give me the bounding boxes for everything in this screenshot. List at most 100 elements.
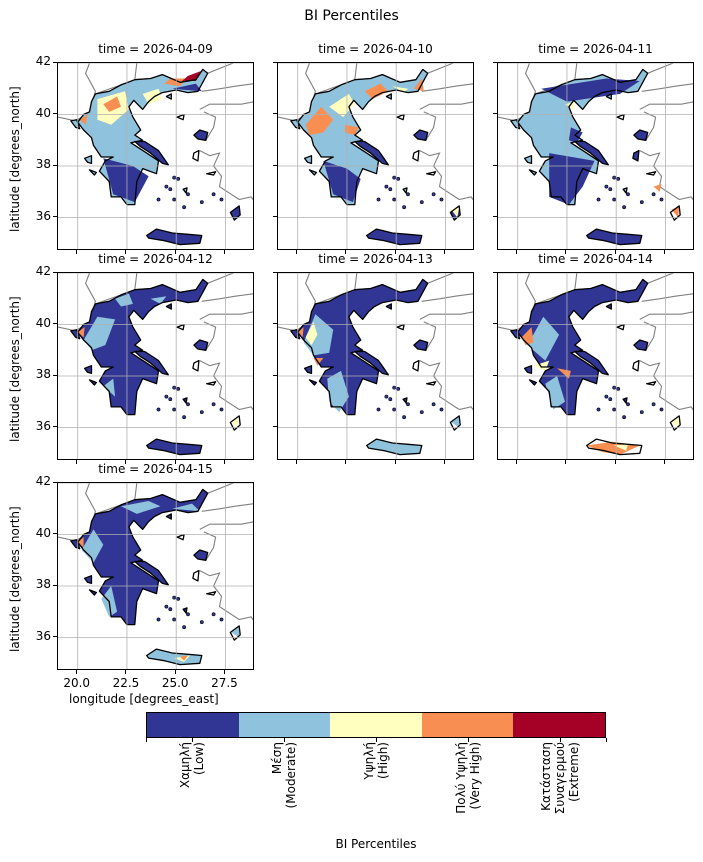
region-moderate <box>103 378 116 397</box>
region-high <box>231 417 240 428</box>
region-high <box>142 88 163 105</box>
region-very_high <box>164 78 187 87</box>
y-tick-label: 38 <box>35 577 51 591</box>
region-moderate <box>297 69 428 205</box>
y-axis-label: latitude [degrees_north] <box>8 296 22 442</box>
map-panel <box>57 482 254 670</box>
region-moderate <box>150 296 167 304</box>
gridlines <box>58 63 253 249</box>
map-canvas <box>58 483 253 669</box>
region-low <box>323 160 361 203</box>
map-panel <box>57 62 254 250</box>
coastline <box>70 488 241 666</box>
region-low <box>172 83 202 92</box>
y-tick-label: 42 <box>35 474 51 488</box>
y-tick-label: 38 <box>35 157 51 171</box>
y-tick-label: 40 <box>35 315 51 330</box>
region-very_high <box>103 96 121 112</box>
region-low <box>586 229 642 245</box>
y-tick-label: 36 <box>35 418 51 433</box>
y-tick-label: 42 <box>35 54 51 68</box>
map-panel <box>57 272 254 460</box>
region-very_high <box>364 83 389 100</box>
region-high <box>305 321 318 346</box>
map-canvas <box>58 63 253 249</box>
region-very_high <box>77 327 85 338</box>
region-high <box>533 360 550 371</box>
region-moderate <box>146 649 202 665</box>
region-low <box>541 78 640 102</box>
region-very_high <box>77 537 84 548</box>
map-canvas <box>278 63 473 249</box>
region-low <box>146 229 202 245</box>
region-high <box>329 93 355 118</box>
panel-title: time = 2026-04-14 <box>538 252 653 266</box>
region-very_high <box>79 114 88 125</box>
x-tick-label: 20.0 <box>63 676 91 690</box>
panel-title: time = 2026-04-10 <box>318 42 433 56</box>
gridlines <box>278 63 473 249</box>
region-low <box>77 279 208 415</box>
map-canvas <box>58 273 253 459</box>
percentile-fill <box>290 69 461 245</box>
colorbar-class-label: Υψηλή (High) <box>362 742 390 780</box>
y-tick-label: 36 <box>35 208 51 223</box>
colorbar-class-label: Χαμηλή (Low) <box>178 742 206 789</box>
region-moderate <box>172 503 200 512</box>
map-panel <box>277 272 474 460</box>
map-panel <box>497 62 694 250</box>
y-tick-label: 40 <box>35 525 51 540</box>
gridlines <box>278 273 473 459</box>
gridlines <box>498 273 693 459</box>
x-axis-label: longitude [degrees_east] <box>69 692 219 706</box>
y-tick-label: 40 <box>35 105 51 120</box>
region-moderate <box>545 376 565 410</box>
gridlines <box>498 63 693 249</box>
colorbar-class-label: Κατάσταση Συναγερμού (Extreme) <box>539 742 581 815</box>
region-low <box>146 439 202 455</box>
panel-title: time = 2026-04-13 <box>318 252 433 266</box>
colorbar-class-label: Πολύ Υψηλή (Very High) <box>454 742 482 814</box>
map-canvas <box>498 273 693 459</box>
map-canvas <box>278 273 473 459</box>
coastline <box>510 68 681 246</box>
region-very_high <box>345 124 359 136</box>
region-moderate <box>366 439 422 455</box>
gridlines <box>58 483 253 669</box>
region-very_high <box>180 655 188 661</box>
y-tick-label: 38 <box>35 367 51 381</box>
x-tick-label: 25.0 <box>161 676 189 690</box>
coastline <box>70 68 241 246</box>
y-tick-label: 42 <box>35 264 51 278</box>
colorbar-swatch <box>330 713 422 737</box>
region-moderate <box>527 316 560 361</box>
colorbar-swatch <box>421 713 514 737</box>
colorbar-class-label: Μέση (Moderate) <box>270 742 298 809</box>
figure-title: BI Percentiles <box>304 8 399 24</box>
region-moderate <box>81 529 104 563</box>
region-high <box>671 415 680 428</box>
region-moderate <box>231 625 240 638</box>
region-high <box>614 444 628 451</box>
region-low <box>103 158 149 203</box>
map-panel <box>497 272 694 460</box>
colorbar-swatch <box>513 713 605 737</box>
region-moderate <box>115 293 133 307</box>
panel-title: time = 2026-04-11 <box>538 42 653 56</box>
y-axis-label: latitude [degrees_north] <box>8 506 22 652</box>
colorbar-title: BI Percentiles <box>335 837 417 851</box>
panel-title: time = 2026-04-09 <box>98 42 213 56</box>
y-tick-label: 36 <box>35 628 51 643</box>
panel-title: time = 2026-04-12 <box>98 252 213 266</box>
region-very_high <box>653 184 662 192</box>
region-very_high <box>305 106 334 136</box>
x-tick-label: 27.5 <box>211 676 238 690</box>
region-very_high <box>671 205 680 218</box>
coastline <box>290 68 461 246</box>
region-moderate <box>121 501 161 514</box>
colorbar-swatch <box>238 713 331 737</box>
region-moderate <box>327 370 349 413</box>
colorbar-strip <box>146 712 606 738</box>
x-tick-label: 22.5 <box>112 676 140 690</box>
panel-title: time = 2026-04-15 <box>98 462 213 476</box>
